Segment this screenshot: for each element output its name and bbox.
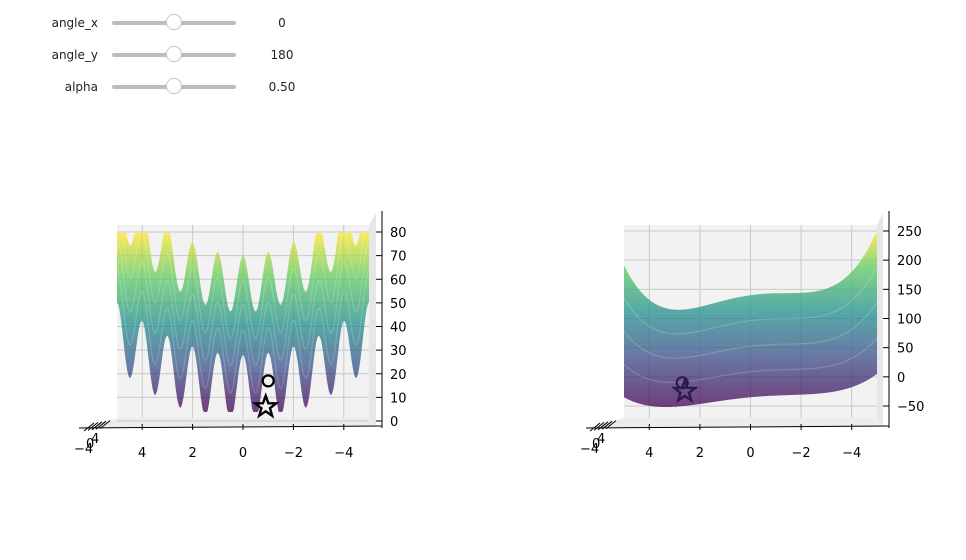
- surface-band: [116, 237, 370, 367]
- floor-pane: [586, 418, 883, 428]
- surface-band: [116, 269, 370, 395]
- surface-band: [623, 301, 878, 359]
- x-tick-label: −4: [334, 446, 353, 461]
- z-tick-label: 150: [897, 283, 922, 298]
- z-tick-label: 40: [390, 321, 407, 336]
- z-tick-label: 0: [897, 371, 905, 386]
- z-tick-label: 0: [390, 415, 398, 430]
- depth-tick-mark: [95, 420, 107, 430]
- x-tick-label: −2: [284, 446, 303, 461]
- slider-handle[interactable]: [166, 78, 182, 94]
- depth-tick-mark: [87, 422, 99, 431]
- z-tick-label: 20: [390, 368, 407, 383]
- side-pane: [369, 213, 376, 426]
- depth-tick-label: 0: [86, 437, 94, 452]
- depth-tick-label: 4: [597, 432, 605, 447]
- slider-label: angle_x: [51, 16, 98, 30]
- surface-band: [623, 265, 878, 335]
- z-tick-label: −50: [897, 400, 924, 415]
- slider-value: 0: [278, 16, 286, 30]
- z-tick-label: 100: [897, 313, 922, 328]
- z-tick-label: 50: [897, 342, 914, 357]
- x-tick-label: 0: [746, 446, 754, 461]
- depth-tick-mark: [597, 421, 609, 431]
- slider-value: 0.50: [268, 80, 296, 94]
- slider-angle-x[interactable]: angle_x 0: [0, 13, 320, 33]
- depth-tick-mark: [83, 422, 95, 432]
- side-pane: [877, 213, 883, 426]
- circle-marker: [261, 374, 275, 388]
- star-marker: [251, 392, 280, 419]
- depth-tick-label: 0: [592, 437, 600, 452]
- depth-tick-mark: [605, 420, 617, 429]
- x-tick-label: 2: [696, 446, 704, 461]
- depth-tick-label: −4: [580, 442, 599, 457]
- surface: [624, 233, 877, 407]
- x-tick-label: 0: [239, 446, 247, 461]
- depth-tick-mark: [589, 422, 601, 432]
- x-tick-label: −4: [842, 446, 861, 461]
- z-tick-label: 30: [390, 344, 407, 359]
- depth-tick-label: 4: [91, 432, 99, 447]
- x-tick-label: 4: [645, 446, 653, 461]
- x-tick-label: −2: [792, 446, 811, 461]
- slider-label: angle_y: [51, 48, 98, 62]
- star-marker: [670, 376, 699, 404]
- slider-value: 180: [270, 48, 294, 62]
- z-tick-label: 50: [390, 297, 407, 312]
- z-tick-label: 250: [897, 225, 922, 240]
- z-tick-label: 60: [390, 273, 407, 288]
- slider-label: alpha: [64, 80, 98, 94]
- slider-handle[interactable]: [166, 46, 182, 62]
- surface-band: [117, 232, 369, 340]
- depth-tick-mark: [91, 421, 103, 431]
- slider-alpha[interactable]: alpha 0.50: [0, 77, 320, 97]
- surface-band: [623, 337, 878, 384]
- z-tick-label: 80: [390, 226, 407, 241]
- slider-angle-y[interactable]: angle_y 180: [0, 45, 320, 65]
- x-axis-line: [78, 425, 383, 429]
- x-tick-label: 4: [138, 446, 146, 461]
- depth-tick-mark: [99, 420, 111, 429]
- depth-tick-label: −4: [74, 442, 93, 457]
- slider-handle[interactable]: [166, 14, 182, 30]
- z-tick-label: 10: [390, 391, 407, 406]
- depth-tick-mark: [593, 422, 605, 431]
- z-tick-label: 70: [390, 250, 407, 265]
- z-tick-label: 200: [897, 254, 922, 269]
- depth-tick-mark: [601, 420, 613, 430]
- surface: [117, 233, 369, 412]
- x-axis-line: [585, 425, 890, 429]
- x-tick-label: 2: [188, 446, 196, 461]
